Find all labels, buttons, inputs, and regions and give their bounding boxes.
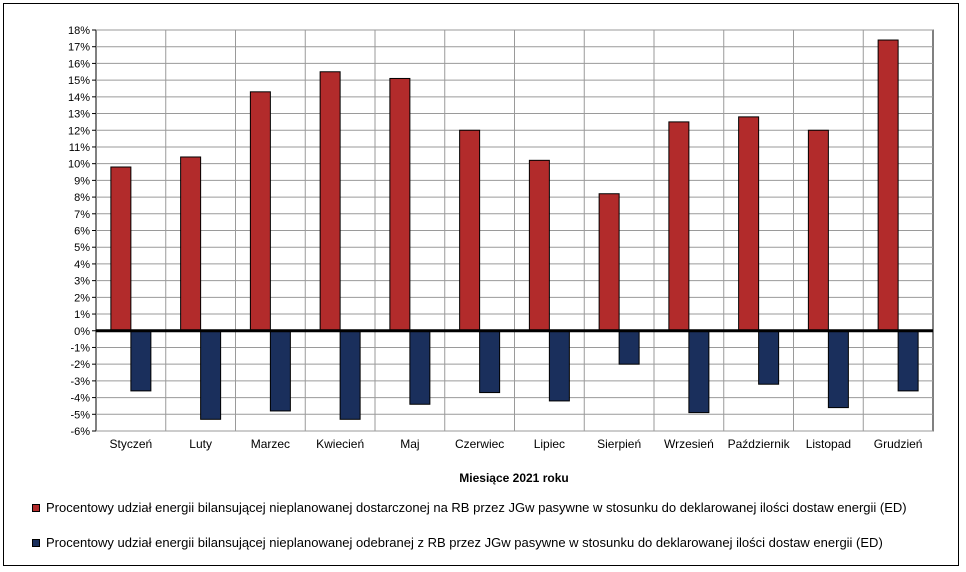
y-tick-label: 2% [74, 292, 90, 304]
y-tick-label: 0% [74, 326, 90, 338]
y-tick-label: 15% [68, 75, 90, 87]
bar-delivered [598, 193, 620, 332]
y-tick-label: 6% [74, 226, 90, 238]
bar-received [130, 330, 152, 392]
bar-received [618, 330, 640, 365]
y-tick-label: 13% [68, 109, 90, 121]
x-tick-label: Grudzień [874, 437, 923, 451]
y-tick-label: 9% [74, 175, 90, 187]
x-axis-title: Miesiące 2021 roku [459, 471, 568, 485]
y-tick-label: 4% [74, 259, 90, 271]
bars [110, 39, 919, 420]
x-tick-label: Czerwiec [455, 437, 504, 451]
legend-label-received: Procentowy udział energii bilansującej n… [46, 535, 883, 550]
legend-item-delivered: Procentowy udział energii bilansującej n… [32, 500, 907, 515]
y-tick-label: 8% [74, 192, 90, 204]
bar-received [827, 330, 849, 409]
x-tick-label: Kwiecień [316, 437, 364, 451]
y-tick-label: 5% [74, 242, 90, 254]
bar-delivered [738, 116, 760, 332]
bar-received [688, 330, 710, 414]
x-tick-label: Marzec [251, 437, 290, 451]
x-tick-label: Sierpień [597, 437, 641, 451]
gridlines [96, 29, 933, 432]
x-tick-label: Listopad [806, 437, 851, 451]
y-tick-label: -2% [70, 359, 90, 371]
bar-received [269, 330, 291, 412]
bar-received [200, 330, 222, 420]
bar-received [758, 330, 780, 385]
y-tick-label: 18% [68, 25, 90, 37]
y-tick-label: -4% [70, 393, 90, 405]
x-tick-label: Luty [189, 437, 212, 451]
y-tick-label: 16% [68, 58, 90, 70]
y-tick-label: 1% [74, 309, 90, 321]
bar-delivered [877, 39, 899, 332]
x-tick-labels: Styczeń Luty Marzec Kwiecień Maj Czerwiec Lipi… [110, 437, 923, 451]
bar-delivered [389, 77, 411, 332]
bar-delivered [528, 159, 550, 332]
legend-swatch-delivered [32, 503, 40, 512]
bar-received [479, 330, 501, 394]
bar-delivered [249, 91, 271, 332]
x-tick-label: Lipiec [534, 437, 565, 451]
y-tick-label: -3% [70, 376, 90, 388]
bar-delivered [180, 156, 202, 332]
x-tick-label: Styczeń [110, 437, 153, 451]
y-tick-label: 11% [69, 142, 90, 154]
y-tick-label: 12% [68, 125, 90, 137]
legend-item-received: Procentowy udział energii bilansującej n… [32, 535, 883, 550]
bar-received [339, 330, 361, 420]
bar-received [548, 330, 570, 402]
bar-received [897, 330, 919, 392]
y-tick-label: 14% [68, 92, 90, 104]
x-tick-label: Wrzesień [664, 437, 714, 451]
y-tick-label: 7% [74, 209, 90, 221]
y-tick-label: 17% [68, 42, 90, 54]
bar-delivered [319, 71, 341, 332]
bar-received [409, 330, 431, 405]
bar-delivered [110, 166, 132, 332]
y-tick-label: 10% [68, 159, 90, 171]
y-tick-label: -6% [70, 426, 90, 438]
y-tick-label: 3% [74, 276, 90, 288]
y-tick-label: -1% [70, 342, 90, 354]
y-tick-labels: -6% -5% -4% -3% -2% -1% 0% 1% 2% 3% 4% 5% 6% 7% 8% 9% 10… [68, 25, 96, 438]
x-tick-label: Październik [728, 437, 791, 451]
y-tick-label: -5% [70, 409, 90, 421]
bar-delivered [459, 129, 481, 332]
x-tick-label: Maj [400, 437, 419, 451]
legend-swatch-received [32, 538, 40, 547]
legend-label-delivered: Procentowy udział energii bilansującej n… [46, 500, 907, 515]
bar-delivered [668, 121, 690, 332]
bar-delivered [807, 129, 829, 332]
